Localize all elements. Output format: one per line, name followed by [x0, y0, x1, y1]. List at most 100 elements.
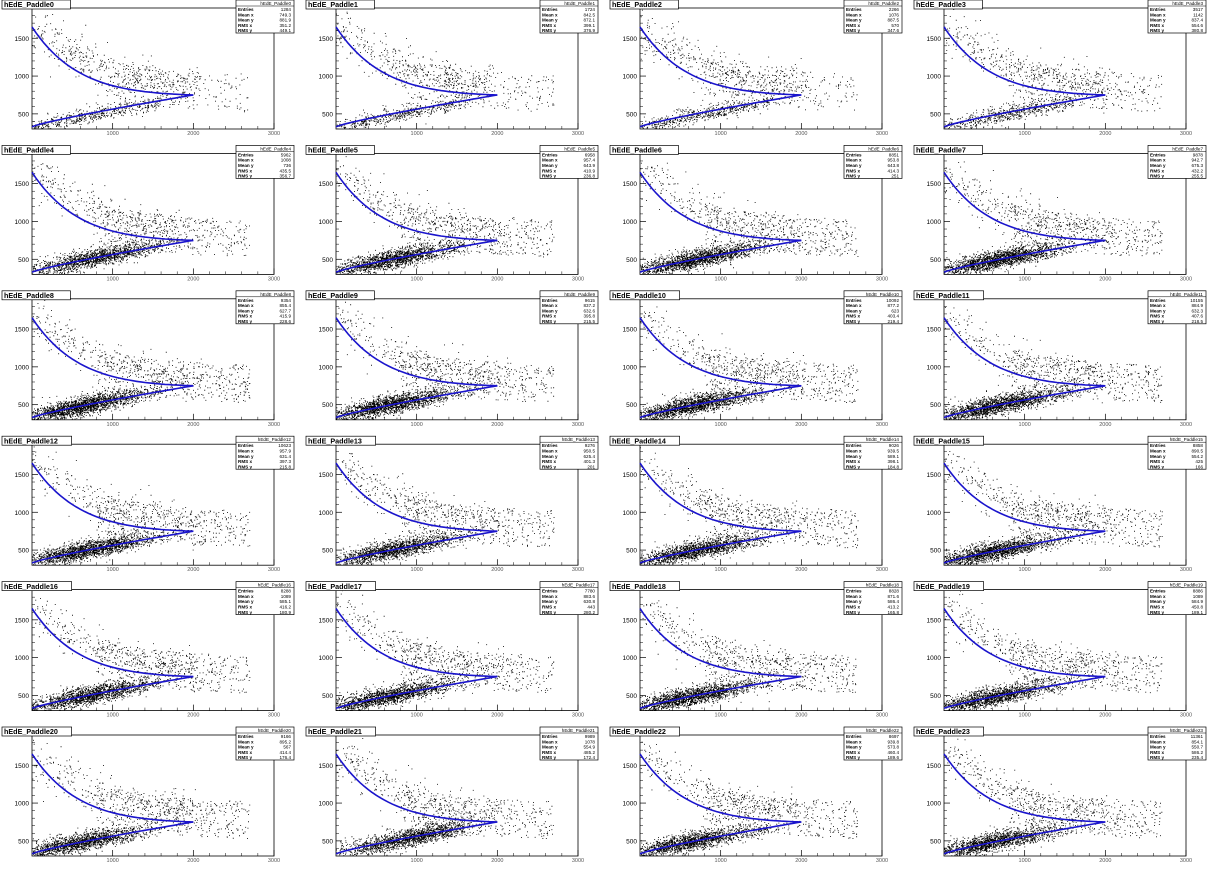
stats-value: 9878: [1193, 152, 1204, 157]
y-tick-label: 1000: [623, 219, 638, 226]
stats-value: 425: [1195, 459, 1203, 464]
stats-value: 950.5: [584, 449, 596, 454]
stats-title: hEdE_Paddle9: [564, 292, 595, 297]
stats-value: 586.4: [888, 599, 900, 604]
stats-title: hEdE_Paddle8: [260, 292, 291, 297]
x-tick-label: 2000: [1099, 713, 1111, 719]
y-tick-label: 1500: [927, 36, 942, 43]
stats-label: Mean y: [542, 18, 558, 23]
stats-label: Mean x: [238, 449, 254, 454]
stats-value: 176.4: [280, 755, 292, 760]
stats-title: hEdE_Paddle15: [1170, 437, 1204, 442]
scatter-point-cloud: [32, 740, 250, 857]
x-tick-label: 1000: [411, 131, 423, 137]
upper-branch-curve: [944, 27, 1105, 95]
y-tick-label: 1000: [927, 801, 942, 808]
x-tick-label: 1000: [411, 422, 423, 428]
scatter-point-cloud: [32, 447, 250, 566]
y-tick-label: 1000: [15, 655, 30, 662]
stats-label: Entries: [542, 298, 558, 303]
upper-branch-curve: [32, 463, 193, 531]
y-tick-label: 1000: [15, 364, 30, 371]
stats-label: RMS x: [542, 459, 556, 464]
y-tick-label: 500: [18, 838, 29, 845]
stats-label: Mean y: [846, 163, 862, 168]
stats-value: 1142: [1193, 12, 1203, 17]
stats-value: 165.8: [888, 610, 900, 615]
y-tick-label: 1500: [15, 36, 30, 43]
scatter-point-cloud: [336, 156, 554, 275]
stats-label: Mean y: [238, 163, 254, 168]
x-tick-label: 1000: [411, 276, 423, 282]
y-tick-label: 500: [322, 548, 333, 555]
stats-label: RMS y: [542, 464, 556, 469]
scatter-points: [336, 453, 554, 566]
lower-branch-curve: [336, 531, 497, 563]
scatter-points: [336, 738, 554, 857]
stats-label: RMS y: [846, 610, 860, 615]
y-tick-label: 500: [626, 693, 637, 700]
stats-title: hEdE_Paddle7: [1172, 146, 1203, 151]
stats-value: 589.1: [888, 454, 900, 459]
stats-value: 643.8: [888, 163, 900, 168]
stats-label: RMS y: [238, 319, 252, 324]
x-tick-label: 3000: [268, 131, 280, 137]
stats-value: 184.8: [888, 464, 900, 469]
stats-label: Mean x: [1150, 449, 1166, 454]
stats-value: 643.9: [584, 163, 596, 168]
stats-label: RMS x: [1150, 314, 1164, 319]
stats-value: 410.9: [584, 168, 596, 173]
x-tick-label: 3000: [268, 276, 280, 282]
stats-value: 450.8: [1192, 605, 1204, 610]
y-tick-label: 500: [930, 111, 941, 118]
stats-label: Entries: [846, 7, 862, 12]
stats-label: Entries: [238, 589, 254, 594]
scatter-point-cloud: [32, 163, 250, 275]
stats-value: 550.7: [1192, 745, 1204, 750]
stats-label: Mean x: [238, 739, 254, 744]
y-tick-label: 500: [930, 402, 941, 409]
stats-value: 1089: [281, 594, 292, 599]
stats-value: 554.6: [1192, 23, 1204, 28]
stats-label: RMS y: [1150, 319, 1164, 324]
stats-label: Mean x: [846, 449, 862, 454]
scatter-point-cloud: [32, 598, 250, 711]
stats-value: 871.6: [888, 594, 900, 599]
y-tick-label: 1000: [927, 510, 942, 517]
panel-title: hEdE_Paddle5: [308, 146, 358, 155]
y-tick-label: 500: [930, 257, 941, 264]
stats-label: RMS x: [846, 314, 860, 319]
stats-value: 189.6: [888, 755, 900, 760]
stats-value: 1724: [585, 7, 596, 12]
panel-title: hEdE_Paddle3: [916, 0, 966, 9]
stats-value: 398.1: [888, 459, 900, 464]
y-tick-label: 500: [322, 402, 333, 409]
stats-value: 376.9: [584, 28, 596, 33]
panel-title: hEdE_Paddle0: [4, 0, 54, 9]
x-tick-label: 2000: [491, 713, 503, 719]
stats-value: 380.8: [1192, 28, 1204, 33]
stats-value: 8886: [1193, 589, 1204, 594]
stats-label: Mean y: [1150, 454, 1166, 459]
x-tick-label: 3000: [572, 276, 584, 282]
x-tick-label: 3000: [268, 422, 280, 428]
x-tick-label: 3000: [876, 858, 888, 864]
stats-value: 895.2: [280, 739, 292, 744]
stats-value: 632.3: [1192, 308, 1204, 313]
y-tick-label: 500: [322, 838, 333, 845]
stats-value: 255.5: [1192, 174, 1204, 179]
stats-label: Mean y: [542, 599, 558, 604]
stats-label: Entries: [238, 152, 254, 157]
stats-value: 416.2: [280, 605, 292, 610]
x-tick-label: 1000: [1019, 422, 1031, 428]
stats-value: 9276: [585, 443, 596, 448]
stats-label: Mean y: [1150, 599, 1166, 604]
stats-label: RMS y: [542, 319, 556, 324]
stats-value: 9989: [585, 734, 596, 739]
stats-label: Mean x: [542, 12, 558, 17]
stats-label: RMS x: [542, 605, 556, 610]
panel-title: hEdE_Paddle7: [916, 146, 966, 155]
